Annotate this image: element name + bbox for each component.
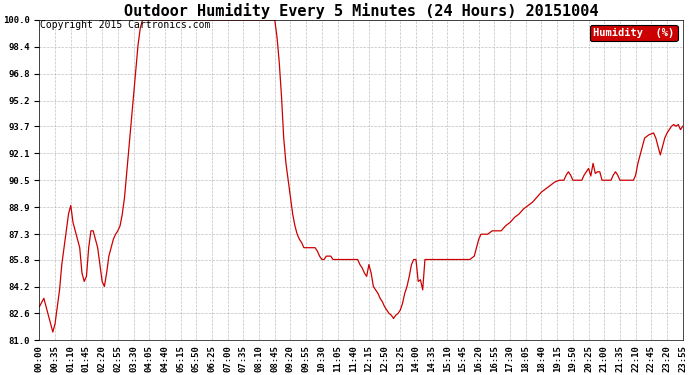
Legend: Humidity  (%): Humidity (%) [590, 25, 678, 41]
Text: Copyright 2015 Cartronics.com: Copyright 2015 Cartronics.com [40, 20, 210, 30]
Title: Outdoor Humidity Every 5 Minutes (24 Hours) 20151004: Outdoor Humidity Every 5 Minutes (24 Hou… [124, 3, 598, 19]
